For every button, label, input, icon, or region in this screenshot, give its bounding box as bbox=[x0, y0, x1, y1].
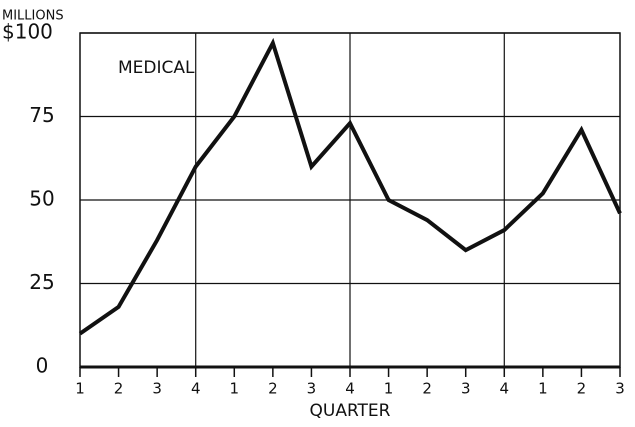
y-tick-label: $100 bbox=[2, 20, 53, 44]
y-tick-label: 75 bbox=[29, 103, 54, 127]
y-tick-label: 25 bbox=[29, 270, 54, 294]
x-tick-label: 2 bbox=[114, 380, 124, 398]
x-tick-label: 4 bbox=[500, 380, 510, 398]
x-tick-label: 2 bbox=[268, 380, 278, 398]
x-tick-label: 1 bbox=[230, 380, 240, 398]
x-tick-label: 1 bbox=[75, 380, 85, 398]
y-tick-label: 0 bbox=[36, 354, 49, 378]
x-axis-label: QUARTER bbox=[310, 401, 391, 421]
x-tick-label: 2 bbox=[577, 380, 587, 398]
x-tick-label: 4 bbox=[191, 380, 201, 398]
x-tick-label: 4 bbox=[345, 380, 355, 398]
x-tick-label: 3 bbox=[461, 380, 471, 398]
annotation: MEDICAL bbox=[118, 58, 195, 78]
x-tick-label: 3 bbox=[152, 380, 162, 398]
x-tick-label: 3 bbox=[307, 380, 317, 398]
y-tick-label: 50 bbox=[29, 187, 54, 211]
line bbox=[78, 37, 622, 336]
unit-label: MILLIONS bbox=[2, 9, 64, 24]
x-tick-label: 3 bbox=[615, 380, 625, 398]
x-tick-label: 1 bbox=[538, 380, 548, 398]
x-tick-label: 1 bbox=[384, 380, 394, 398]
x-tick-label: 2 bbox=[422, 380, 432, 398]
